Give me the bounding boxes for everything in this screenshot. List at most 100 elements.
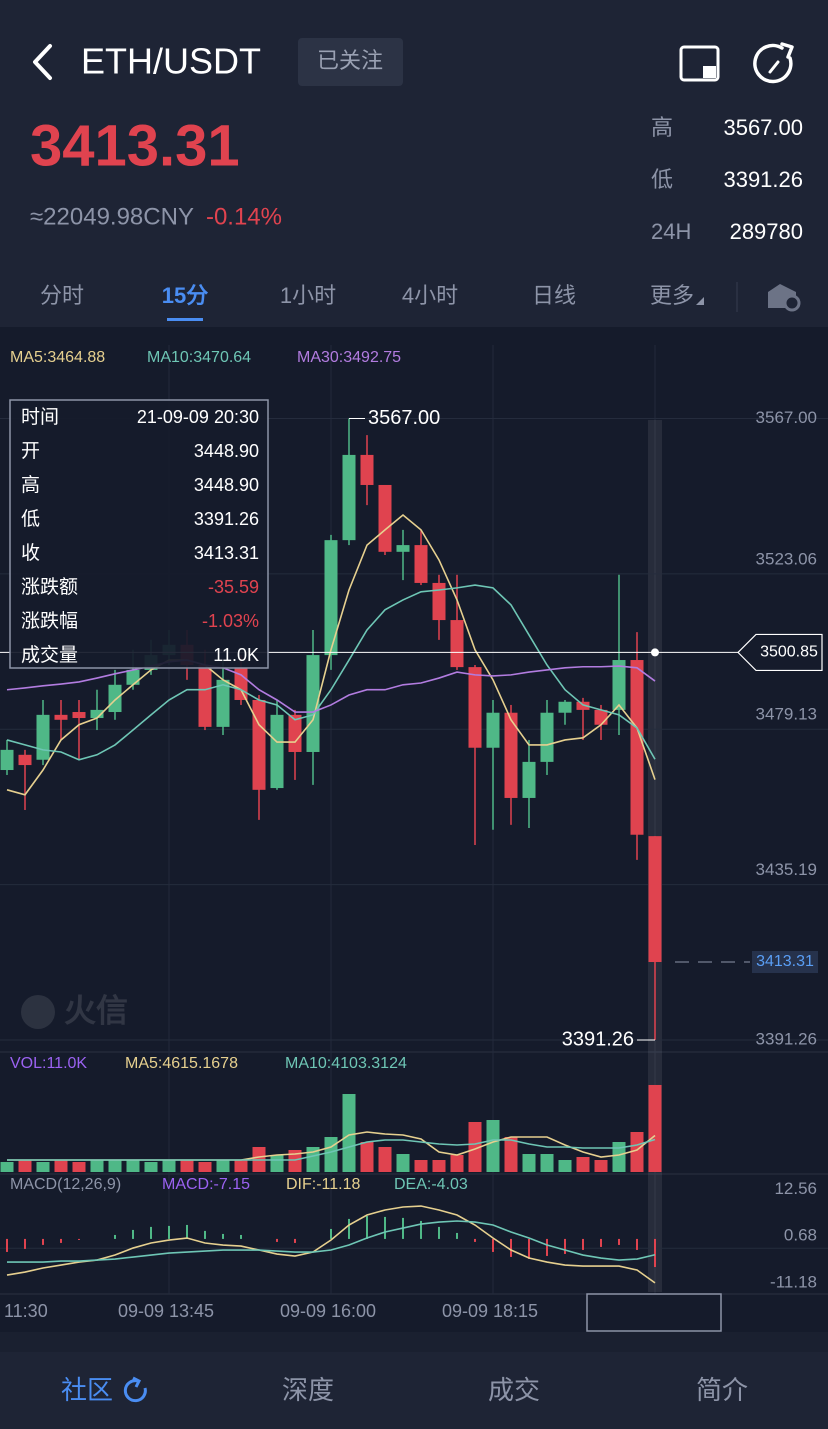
period-tab[interactable]: 4小时 <box>402 283 458 308</box>
candle-body <box>126 669 140 685</box>
candle-body <box>306 655 320 752</box>
volume-legend: MA5:4615.1678 <box>125 1055 238 1072</box>
watermark: 火信 <box>64 992 128 1028</box>
volume-bar <box>450 1154 464 1172</box>
price-change: -0.14% <box>206 203 282 230</box>
volume-bar <box>144 1162 158 1172</box>
x-tick-label: 09-09 16:00 <box>280 1301 376 1321</box>
stat-value: 289780 <box>730 219 803 244</box>
candle-body <box>468 667 482 748</box>
last-price-tag <box>752 951 818 974</box>
ma-legend: MA5:3464.88 <box>10 349 105 366</box>
volume-bar <box>522 1154 536 1172</box>
candle-body <box>108 684 122 713</box>
volume-bar <box>306 1147 320 1172</box>
tooltip-label: 开 <box>21 441 40 462</box>
window-inset <box>703 66 716 78</box>
volume-bar <box>540 1154 554 1172</box>
macd-tick-label: -11.18 <box>770 1272 817 1291</box>
candle-body <box>486 712 500 748</box>
follow-button[interactable] <box>298 38 403 86</box>
period-tab[interactable]: 15分 <box>162 283 208 308</box>
back-button[interactable] <box>33 44 52 80</box>
nav-item[interactable]: 深度 <box>282 1375 334 1405</box>
more-arrow <box>696 297 705 305</box>
dea-line <box>7 1220 656 1263</box>
tooltip-value: 21-09-09 20:30 <box>137 407 259 427</box>
pair-title: ETH/USDT <box>81 41 261 82</box>
volume-bar <box>108 1159 122 1172</box>
nav-item[interactable]: 社区 <box>61 1375 113 1405</box>
candle-body <box>342 454 356 541</box>
volume-bar <box>198 1162 212 1172</box>
volume-bar <box>270 1154 284 1172</box>
candle-body <box>378 484 392 552</box>
volume-bar <box>486 1120 500 1172</box>
period-tab[interactable]: 日线 <box>532 283 576 308</box>
refresh-bolt <box>768 60 780 74</box>
volume-bar <box>396 1154 410 1172</box>
period-tab[interactable]: 1小时 <box>280 283 336 308</box>
volume-ma-line <box>7 1138 656 1161</box>
refresh-arrow <box>780 42 794 59</box>
window-frame <box>679 45 720 82</box>
y-tick-label: 3391.26 <box>756 1029 817 1048</box>
volume-bar <box>126 1159 140 1172</box>
volume-bar <box>0 1162 14 1172</box>
candle-body <box>18 754 32 766</box>
tooltip-label: 时间 <box>21 406 59 428</box>
tooltip-value: 3391.26 <box>194 509 259 529</box>
last-price-label: 3413.31 <box>756 953 814 970</box>
refresh-icon[interactable] <box>753 42 794 84</box>
macd-legend: MACD(12,26,9) <box>10 1176 121 1193</box>
volume-bar <box>54 1159 68 1172</box>
candle-body <box>450 620 464 668</box>
candle-body <box>612 660 626 710</box>
x-tick-label: 09-09 18:15 <box>442 1301 538 1321</box>
last-price: 3413.31 <box>30 113 240 178</box>
candle-body <box>324 540 338 656</box>
volume-bar <box>234 1159 248 1172</box>
volume-legend: MA10:4103.3124 <box>285 1055 407 1072</box>
candle-body <box>54 714 68 720</box>
volume-bar <box>324 1137 338 1172</box>
candle-body <box>198 664 212 727</box>
divider-band <box>0 1332 828 1352</box>
tab-underline <box>167 318 203 321</box>
candle-body <box>648 836 662 963</box>
volume-bar <box>72 1162 86 1172</box>
volume-bar <box>630 1132 644 1172</box>
candle-body <box>522 761 536 798</box>
volume-legend: VOL:11.0K <box>10 1055 87 1072</box>
refresh-arc <box>753 43 793 84</box>
x-tick-label: 11:30 <box>4 1301 48 1321</box>
min-label: 3391.26 <box>562 1028 634 1050</box>
macd-tick-label: 12.56 <box>774 1179 817 1198</box>
indicator-settings-icon[interactable] <box>768 284 801 312</box>
nav-item[interactable]: 简介 <box>696 1375 748 1405</box>
tooltip-label: 收 <box>21 542 40 564</box>
candle-body <box>252 699 266 790</box>
volume-bar <box>180 1159 194 1172</box>
crosshair-label: 3500.85 <box>760 644 818 661</box>
volume-bar <box>504 1137 518 1172</box>
volume-bar <box>558 1159 572 1172</box>
candle-body <box>576 701 590 710</box>
x-tick-label: 09-09 13:45 <box>118 1301 214 1321</box>
tooltip-value: -35.59 <box>208 577 259 597</box>
crosshair-dot <box>651 648 659 657</box>
tooltip-value: 11.0K <box>213 645 259 665</box>
macd-legend: DIF:-11.18 <box>286 1176 361 1193</box>
volume-bar <box>216 1159 230 1172</box>
volume-bar <box>648 1084 662 1172</box>
follow-label: 已关注 <box>317 48 383 73</box>
tooltip-label: 高 <box>21 474 40 496</box>
volume-bar <box>576 1157 590 1172</box>
tooltip: 时间 21-09-09 20:30 开 3448.90 高 3448.90 低 3391.26… <box>21 406 259 666</box>
period-tab[interactable]: 更多 <box>650 283 694 308</box>
period-tab[interactable]: 分时 <box>40 283 84 308</box>
cny-price: ≈22049.98CNY <box>30 203 194 230</box>
stat-value: 3567.00 <box>723 115 803 140</box>
nav-item[interactable]: 成交 <box>488 1375 540 1405</box>
window-icon[interactable] <box>679 45 720 82</box>
